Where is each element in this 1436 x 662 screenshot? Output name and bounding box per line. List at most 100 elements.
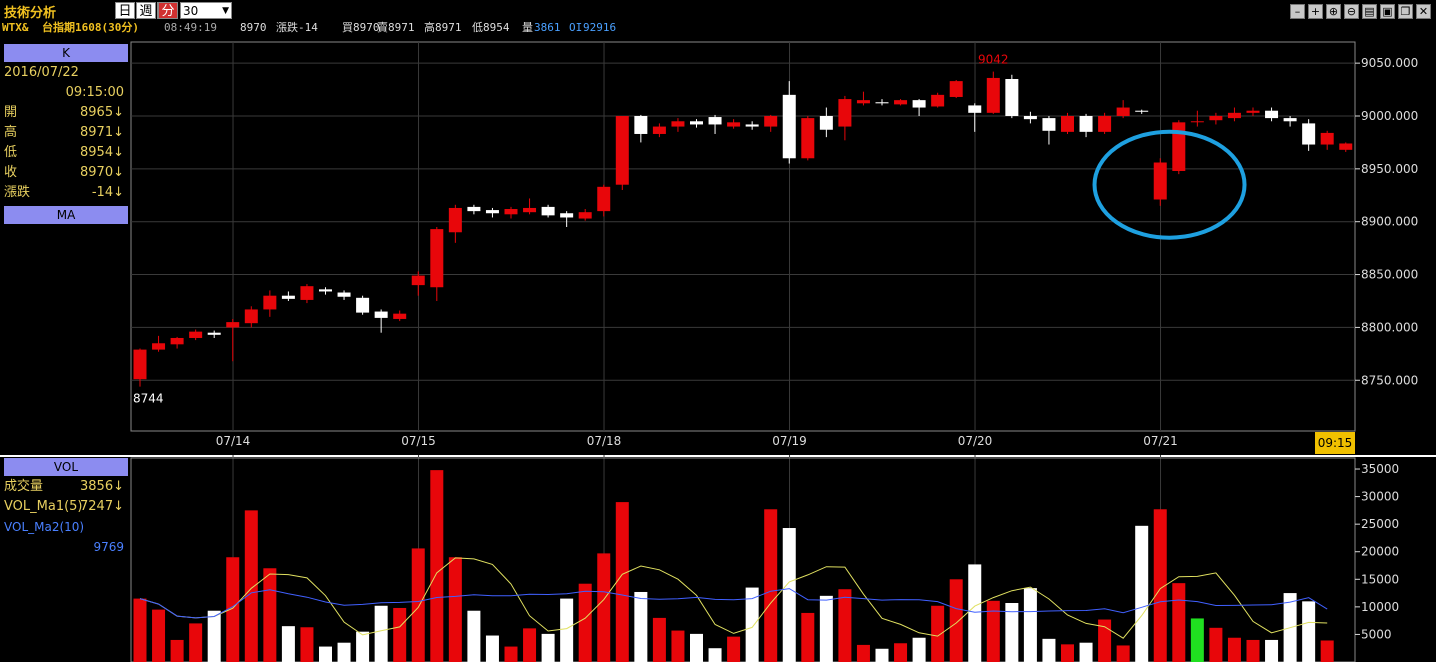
y-tick-label: 9000.000: [1361, 109, 1418, 123]
candle-body: [671, 121, 685, 127]
candle-body: [745, 124, 759, 127]
volume-bar: [393, 607, 407, 662]
volume-bar: [727, 636, 741, 662]
candle-body: [578, 212, 592, 219]
vol-y-tick-label: 10000: [1361, 600, 1399, 614]
save-icon[interactable]: ▣: [1380, 4, 1395, 19]
volume-bar: [1023, 588, 1037, 662]
volume-bar: [189, 623, 203, 662]
candle-body: [1320, 132, 1334, 145]
period-select[interactable]: 30 ▼: [180, 2, 232, 19]
volume-bar: [894, 643, 908, 662]
title-bar: [0, 0, 1436, 20]
volume-bar: [300, 627, 314, 662]
candle-body: [1061, 115, 1074, 132]
volume-bar: [949, 579, 963, 662]
tab-week[interactable]: 週: [136, 2, 156, 19]
restore-icon[interactable]: ❐: [1398, 4, 1413, 19]
minimize-icon[interactable]: –: [1290, 4, 1305, 19]
print-icon[interactable]: ▤: [1362, 4, 1377, 19]
volume-bar: [968, 564, 982, 662]
volume-bar: [875, 648, 889, 662]
quote-oi-label: OI: [569, 21, 583, 34]
plus-icon[interactable]: +: [1308, 4, 1323, 19]
current-time-badge: [1315, 432, 1355, 454]
period-value: 30: [183, 4, 199, 18]
candle-body: [838, 99, 852, 127]
info-date: 2016/07/22: [4, 63, 128, 83]
quote-bid: 買8970: [342, 21, 380, 34]
candle-body: [782, 94, 796, 159]
k-header: K: [4, 44, 128, 62]
volume-value: 3856↓: [80, 479, 124, 494]
volume-bar: [1190, 618, 1204, 662]
volume-bar: [504, 646, 518, 662]
tab-day[interactable]: 日: [115, 2, 135, 19]
zoom-out-icon[interactable]: ⊖: [1344, 4, 1359, 19]
volume-bar: [226, 557, 240, 662]
y-tick-label: 8750.000: [1361, 373, 1418, 387]
candle-body: [875, 102, 889, 104]
candle-body: [819, 115, 833, 130]
volume-bar: [1320, 640, 1334, 662]
volume-bar: [1302, 601, 1316, 662]
x-tick-label: 07/20: [958, 434, 993, 448]
ohlc-label: 收: [4, 165, 18, 180]
volume-bar: [615, 502, 629, 662]
zoom-in-icon[interactable]: ⊕: [1326, 4, 1341, 19]
volume-bar: [430, 470, 444, 662]
volume-bar: [337, 642, 351, 662]
x-tick-label: 07/15: [401, 434, 436, 448]
volume-bar: [281, 626, 295, 662]
volume-bar: [671, 630, 685, 662]
candle-body: [1190, 121, 1204, 123]
candle-body: [1209, 115, 1223, 121]
candle-body: [1302, 123, 1316, 145]
candle-body: [1116, 107, 1130, 116]
volume-label: VOL_Ma1(5): [4, 499, 83, 514]
ohlc-row: 漲跌 -14↓: [4, 183, 128, 203]
quote-change: 漲跌-14: [276, 21, 318, 34]
candle-body: [615, 115, 629, 185]
tab-minute[interactable]: 分: [158, 2, 178, 19]
volume-bar: [1098, 619, 1112, 662]
ohlc-row: 高 8971↓: [4, 123, 128, 143]
quote-last: 8970: [240, 21, 267, 34]
ohlc-row: 收 8970↓: [4, 163, 128, 183]
volume-bar: [634, 591, 648, 662]
candle-body: [504, 209, 518, 215]
volume-bar: [411, 548, 425, 662]
chevron-down-icon[interactable]: ▼: [222, 6, 229, 16]
volume-bar: [1042, 638, 1056, 662]
close-icon[interactable]: ✕: [1416, 4, 1431, 19]
volume-row: 成交量 3856↓: [4, 477, 128, 497]
quote-name: 台指期1608(30分): [42, 21, 139, 34]
y-tick-label: 8850.000: [1361, 268, 1418, 282]
volume-bar: [152, 609, 166, 662]
volume-bar: [578, 583, 592, 662]
vol-y-tick-label: 25000: [1361, 517, 1399, 531]
ohlc-value: 8965↓: [80, 105, 124, 120]
volume-bar: [1246, 639, 1260, 662]
vol-y-tick-label: 20000: [1361, 545, 1399, 559]
volume-bar: [448, 557, 462, 662]
vol-ma2-line: [139, 588, 1328, 619]
volume-panel-frame: [130, 457, 1356, 662]
ohlc-row: 低 8954↓: [4, 143, 128, 163]
candle-body: [1079, 115, 1093, 132]
candle-body: [856, 100, 870, 104]
vol-ma1-line: [139, 557, 1328, 639]
quote-symbol: WTX&: [2, 21, 29, 34]
candle-body: [170, 337, 184, 345]
candle-body: [393, 313, 407, 319]
candle-body: [764, 115, 778, 127]
volume-bar: [1061, 644, 1074, 662]
date-value: 2016/07/22: [4, 65, 79, 80]
candle-body: [189, 331, 203, 338]
volume-bar: [690, 633, 703, 662]
volume-bar: [986, 600, 1000, 662]
volume-bar: [263, 568, 277, 662]
volume-bar: [560, 598, 574, 662]
vol-ma2-label: VOL_Ma2(10): [4, 520, 85, 534]
